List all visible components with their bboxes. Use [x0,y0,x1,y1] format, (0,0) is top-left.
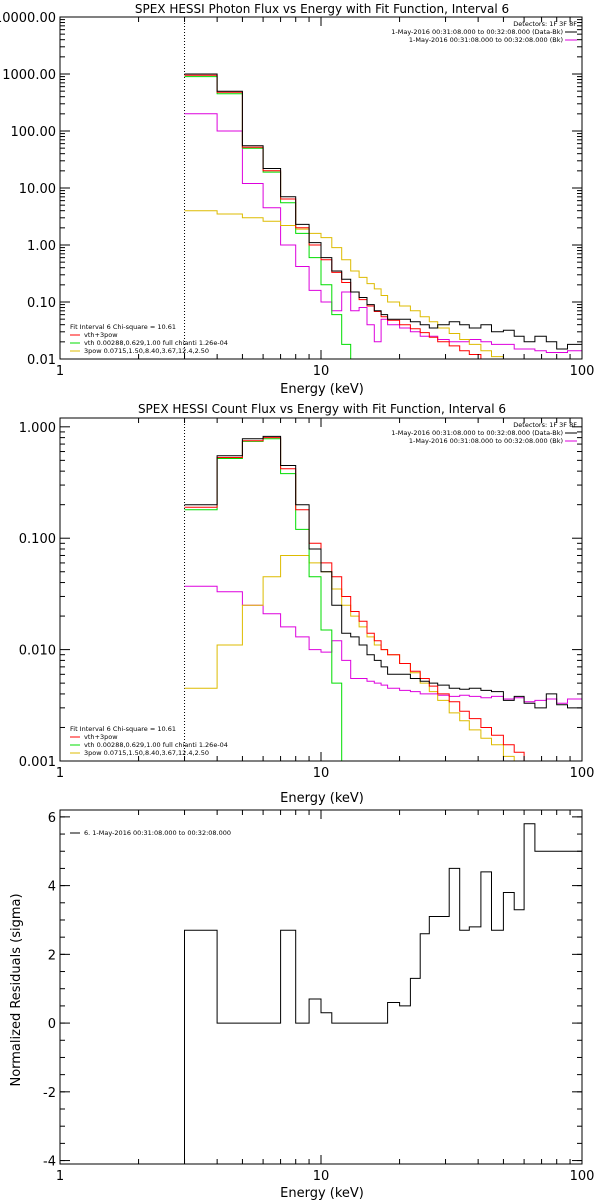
legend-left-entry: 6. 1-May-2016 00:31:08.000 to 00:32:08.0… [84,829,231,837]
y-tick-label: 100.00 [11,125,57,140]
legend-right-entry: 1-May-2016 00:31:08.000 to 00:32:08.000 … [391,429,563,437]
residuals-ylabel: Normalized Residuals (sigma) [9,893,24,1086]
legend-left-entry: vth 0.00288,0.629,1.00 full chianti 1.26… [84,339,228,347]
legend-left-entry: vth+3pow [84,733,118,741]
y-tick-label: 1000.00 [2,68,56,83]
legend-right-entry: 1-May-2016 00:31:08.000 to 00:32:08.000 … [409,36,563,44]
y-tick-label: 0.001 [19,755,56,770]
x-tick-label: 100 [570,1169,595,1184]
photon-flux-xlabel: Energy (keV) [280,382,364,397]
legend-left-entry: 3pow 0.0715,1.50,8.40,3.67,12.4,2.50 [84,749,209,757]
photon-flux-title: SPEX HESSI Photon Flux vs Energy with Fi… [135,2,509,16]
series-group [184,73,582,359]
plot-frame [59,16,583,360]
y-tick-label: 0.100 [19,532,56,547]
y-tick-label: -2 [43,1086,56,1101]
series-line-1 [184,437,536,761]
series-line-3 [184,210,504,359]
series-group [184,823,582,1164]
count-flux-xlabel: Energy (keV) [280,791,364,806]
y-tick-label: 1.000 [19,421,56,436]
legend-fit-interval: Fit Interval 6 Chi-square = 10.61 [70,323,176,331]
plot-frame [59,809,583,1165]
series-line-0 [184,823,582,1164]
series-line-2 [184,76,352,359]
series-line-2 [184,438,343,761]
count-flux-panel: SPEX HESSI Count Flux vs Energy with Fit… [19,402,595,806]
y-tick-label: 0.10 [27,296,56,311]
series-line-3 [184,555,515,761]
x-tick-label: 10 [313,1169,330,1184]
y-tick-label: 6 [48,811,56,826]
y-tick-label: 4 [48,880,56,895]
x-tick-label: 1 [56,364,64,379]
series-line-4 [184,585,582,704]
legend-detectors: Detectors: 1F 3F 8F [513,421,577,429]
residuals-xlabel: Energy (keV) [280,1186,364,1200]
x-tick-label: 100 [570,364,595,379]
x-tick-label: 1 [56,766,64,781]
x-tick-label: 10 [313,766,330,781]
y-tick-label: -4 [43,1155,56,1170]
y-tick-label: 0.01 [27,353,56,368]
legend-right-entry: 1-May-2016 00:31:08.000 to 00:32:08.000 … [409,437,563,445]
count-flux-title: SPEX HESSI Count Flux vs Energy with Fit… [138,402,506,416]
y-tick-label: 1.00 [27,239,56,254]
series-line-4 [184,113,582,353]
series-group [184,435,582,761]
series-line-0 [184,73,582,350]
x-tick-label: 10 [313,364,330,379]
residuals-panel: Energy (keV) Normalized Residuals (sigma… [9,809,595,1200]
legend-left-entry: vth+3pow [84,331,118,339]
y-tick-label: 10.00 [19,182,56,197]
legend-right-entry: 1-May-2016 00:31:08.000 to 00:32:08.000 … [391,28,563,36]
photon-flux-panel: SPEX HESSI Photon Flux vs Energy with Fi… [0,2,594,397]
x-tick-label: 100 [570,766,595,781]
legend-left-entry: vth 0.00288,0.629,1.00 full chianti 1.26… [84,741,228,749]
series-line-1 [184,74,492,359]
y-tick-label: 0 [48,1017,56,1032]
x-tick-label: 1 [56,1169,64,1184]
y-tick-label: 10000.00 [0,11,56,26]
legend-left-entry: 3pow 0.0715,1.50,8.40,3.67,12.4,2.50 [84,347,209,355]
legend-fit-interval: Fit Interval 6 Chi-square = 10.61 [70,725,176,733]
y-tick-label: 2 [48,948,56,963]
series-line-0 [184,435,582,709]
y-tick-label: 0.010 [19,644,56,659]
legend-detectors: Detectors: 1F 3F 8F [513,20,577,28]
